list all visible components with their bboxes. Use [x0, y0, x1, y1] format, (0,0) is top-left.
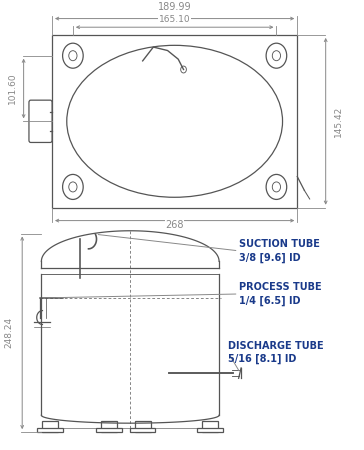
Bar: [130, 428, 155, 432]
Text: DISCHARGE TUBE
5/16 [8.1] ID: DISCHARGE TUBE 5/16 [8.1] ID: [228, 341, 324, 364]
Text: 165.10: 165.10: [159, 15, 190, 24]
Text: 248.24: 248.24: [4, 317, 13, 348]
Text: SUCTION TUBE
3/8 [9.6] ID: SUCTION TUBE 3/8 [9.6] ID: [239, 239, 320, 262]
Bar: [96, 428, 122, 432]
Circle shape: [69, 182, 77, 192]
FancyBboxPatch shape: [29, 100, 52, 143]
Bar: [202, 421, 218, 432]
Circle shape: [63, 43, 83, 68]
Text: 268: 268: [165, 220, 184, 230]
Bar: [42, 421, 58, 432]
Text: 189.99: 189.99: [158, 2, 191, 12]
Circle shape: [63, 175, 83, 199]
Circle shape: [272, 51, 281, 61]
Text: 101.60: 101.60: [8, 73, 17, 104]
Bar: [52, 35, 297, 207]
Circle shape: [266, 43, 287, 68]
Bar: [135, 421, 151, 432]
Circle shape: [181, 66, 186, 73]
Circle shape: [266, 175, 287, 199]
Text: PROCESS TUBE
1/4 [6.5] ID: PROCESS TUBE 1/4 [6.5] ID: [239, 282, 321, 306]
Ellipse shape: [67, 45, 282, 197]
Bar: [101, 421, 117, 432]
Text: 145.42: 145.42: [333, 106, 343, 137]
Circle shape: [69, 51, 77, 61]
Bar: [37, 428, 63, 432]
Circle shape: [272, 182, 281, 192]
Bar: [197, 428, 223, 432]
